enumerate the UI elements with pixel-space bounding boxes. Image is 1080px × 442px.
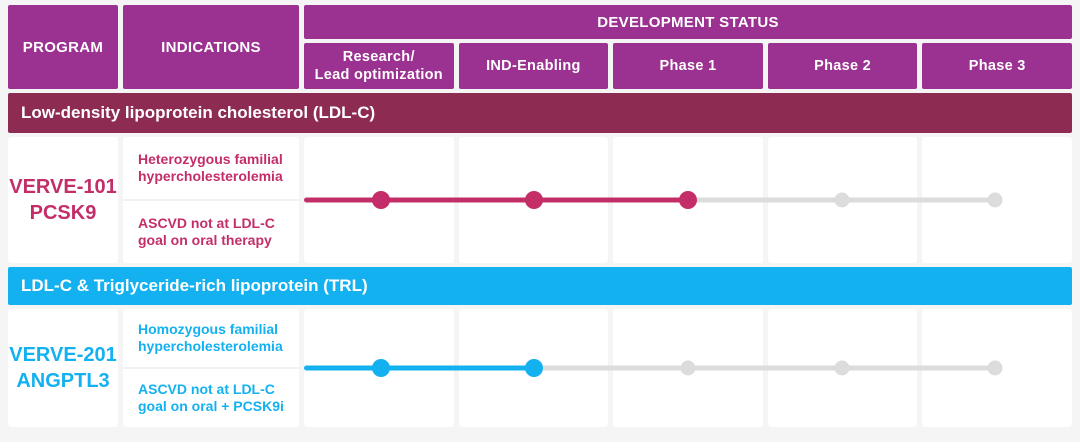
milestone-dot-active [679,191,697,209]
program-name: VERVE-201 [9,344,117,366]
indications-column-header-label: INDICATIONS [161,38,261,56]
milestone-dot-inactive [987,360,1003,376]
phase-header-ind-enabling: IND-Enabling [458,43,609,89]
program-verve-101: VERVE-101 PCSK9 [8,137,118,263]
section-band-ldlc: Low-density lipoprotein cholesterol (LDL… [8,93,1072,133]
phase-header-phase-2: Phase 2 [767,43,918,89]
program-name: VERVE-101 [9,176,117,198]
milestone-dot-inactive [834,192,850,208]
indications-column-header: INDICATIONS [123,5,299,89]
indication-label: ASCVD not at LDL-C goal on oral therapy [138,214,275,249]
section-band-trl: LDL-C & Triglyceride-rich lipoprotein (T… [8,267,1072,305]
indication-label: Homozygous familial hypercholesterolemia [138,320,283,355]
timeline-progress-line [304,365,996,371]
indication-label: Heterozygous familial hypercholesterolem… [138,150,283,185]
pipeline-grid: PROGRAM INDICATIONS DEVELOPMENT STATUS R… [8,5,1072,427]
program-target: PCSK9 [29,202,97,224]
section-band-ldlc-title: Low-density lipoprotein cholesterol (LDL… [21,103,376,122]
phase-header-phase-1: Phase 1 [613,43,763,89]
phase-header-label: Phase 1 [659,57,717,74]
development-status-header-label: DEVELOPMENT STATUS [597,13,779,31]
milestone-dot-inactive [680,360,696,376]
milestone-dot-active [525,359,544,377]
indications-verve-201: Homozygous familial hypercholesterolemia… [123,309,299,427]
phase-header-phase-3: Phase 3 [922,43,1072,89]
milestone-dot-active [371,359,390,377]
indication-ascvd-oral-therapy: ASCVD not at LDL-C goal on oral therapy [123,201,299,263]
section-band-trl-title: LDL-C & Triglyceride-rich lipoprotein (T… [21,276,368,295]
phase-header-label: Phase 2 [814,57,872,74]
phase-header-research-lead-optimization: Research/ Lead optimization [304,43,454,89]
program-column-header: PROGRAM [8,5,118,89]
indication-label: ASCVD not at LDL-C goal on oral + PCSK9i [138,380,284,415]
timeline-progress-line [304,197,996,203]
milestone-dot-inactive [834,360,850,376]
milestone-dot-active [525,191,544,209]
milestone-dot-inactive [987,192,1003,208]
indication-ascvd-oral-pcsk9i: ASCVD not at LDL-C goal on oral + PCSK9i [123,369,299,427]
program-verve-201: VERVE-201 ANGPTL3 [8,309,118,427]
program-column-header-label: PROGRAM [22,38,104,56]
indication-hefh: Heterozygous familial hypercholesterolem… [123,137,299,201]
timeline-verve-201 [304,309,1072,427]
timeline-verve-101 [304,137,1072,263]
indication-hofh: Homozygous familial hypercholesterolemia [123,309,299,369]
program-target: ANGPTL3 [16,370,110,392]
phase-header-label: IND-Enabling [486,57,581,74]
milestone-dot-active [371,191,390,209]
development-status-header: DEVELOPMENT STATUS [304,5,1072,39]
phase-header-label: Research/ Lead optimization [314,48,443,83]
indications-verve-101: Heterozygous familial hypercholesterolem… [123,137,299,263]
phase-header-label: Phase 3 [968,57,1026,74]
